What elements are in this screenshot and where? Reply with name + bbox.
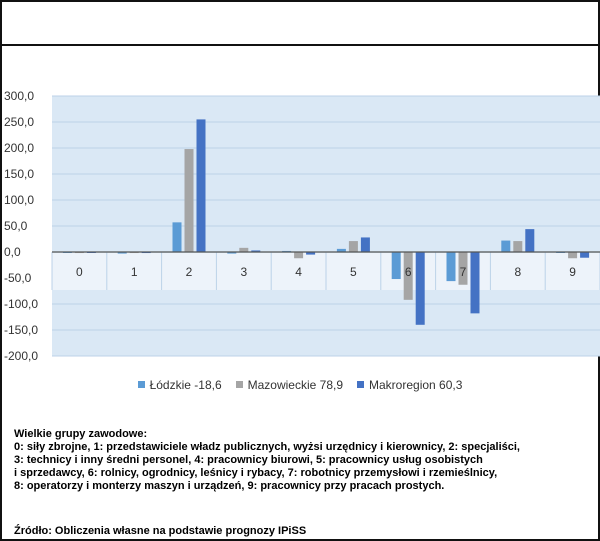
bar-makroregion xyxy=(415,252,425,325)
bar-makroregion xyxy=(360,237,370,252)
x-tick-label: 8 xyxy=(514,265,521,279)
legend-label: Łódzkie -18,6 xyxy=(149,378,222,392)
bar-mazowieckie xyxy=(184,149,194,252)
bar-makroregion xyxy=(251,250,261,252)
bar-mazowieckie xyxy=(458,252,468,285)
note-line: 8: operatorzy i monterzy maszyn i urządz… xyxy=(14,480,445,492)
bar-chart: 300,0 250,0 200,0 150,0 100,0 50,0 0,0 -50,0 -10… xyxy=(4,89,600,363)
y-tick-label: 200,0 xyxy=(4,141,34,155)
bar-mazowieckie xyxy=(403,252,413,300)
source-note: Źródło: Obliczenia własne na podstawie p… xyxy=(14,525,307,537)
bar-makroregion xyxy=(580,252,590,258)
y-tick-label: -200,0 xyxy=(4,349,38,363)
bar-mazowieckie xyxy=(513,241,523,252)
y-tick-label: 100,0 xyxy=(4,193,34,207)
bar-makroregion xyxy=(470,252,480,314)
bar-łódzkie xyxy=(227,252,237,254)
x-tick-label: 0 xyxy=(76,265,83,279)
note-line: 3: technicy i inny średni personel, 4: p… xyxy=(14,454,483,466)
x-tick-label: 6 xyxy=(405,265,412,279)
y-tick-label: 0,0 xyxy=(4,245,21,259)
y-tick-label: 300,0 xyxy=(4,89,34,103)
top-border xyxy=(0,0,600,2)
bar-mazowieckie xyxy=(348,241,358,252)
y-tick-label: 50,0 xyxy=(4,219,28,233)
y-tick-label: 250,0 xyxy=(4,115,34,129)
bar-łódzkie xyxy=(172,222,182,252)
header-divider xyxy=(0,44,600,46)
x-tick-label: 4 xyxy=(295,265,302,279)
bar-makroregion xyxy=(196,119,206,253)
y-tick-label: 150,0 xyxy=(4,167,34,181)
legend-swatch xyxy=(357,381,365,388)
bar-łódzkie xyxy=(501,240,511,252)
bar-mazowieckie xyxy=(294,252,304,259)
legend-item: Makroregion 60,3 xyxy=(357,378,462,392)
chart-legend: Łódzkie -18,6 Mazowieckie 78,9 Makroregion… xyxy=(0,378,600,392)
legend-label: Makroregion 60,3 xyxy=(369,378,463,392)
note-line: 0: siły zbrojne, 1: przedstawiciele wład… xyxy=(14,441,520,453)
legend-swatch xyxy=(235,381,243,388)
x-tick-label: 9 xyxy=(569,265,576,279)
bar-mazowieckie xyxy=(568,252,578,259)
bar-łódzkie xyxy=(117,252,127,254)
bar-makroregion xyxy=(306,252,316,255)
note-line: i sprzedawcy, 6: rolnicy, ogrodnicy, leś… xyxy=(14,467,498,479)
x-tick-label: 2 xyxy=(186,265,193,279)
legend-item: Łódzkie -18,6 xyxy=(137,378,222,392)
bar-makroregion xyxy=(525,229,535,252)
x-tick-label: 1 xyxy=(131,265,138,279)
occupation-groups-note: Wielkie grupy zawodowe: 0: siły zbrojne,… xyxy=(14,428,594,493)
legend-item: Mazowieckie 78,9 xyxy=(235,378,344,392)
x-tick-label: 5 xyxy=(350,265,357,279)
bar-mazowieckie xyxy=(239,247,249,252)
bar-łódzkie xyxy=(336,248,346,252)
legend-label: Mazowieckie 78,9 xyxy=(247,378,344,392)
y-tick-label: -50,0 xyxy=(4,271,32,285)
y-tick-label: -100,0 xyxy=(4,297,38,311)
note-line: Wielkie grupy zawodowe: xyxy=(14,428,148,440)
x-tick-label: 3 xyxy=(240,265,247,279)
bar-łódzkie xyxy=(391,252,401,280)
legend-swatch xyxy=(137,381,145,388)
bar-łódzkie xyxy=(446,252,456,282)
y-tick-label: -150,0 xyxy=(4,323,38,337)
x-tick-label: 7 xyxy=(460,265,467,279)
